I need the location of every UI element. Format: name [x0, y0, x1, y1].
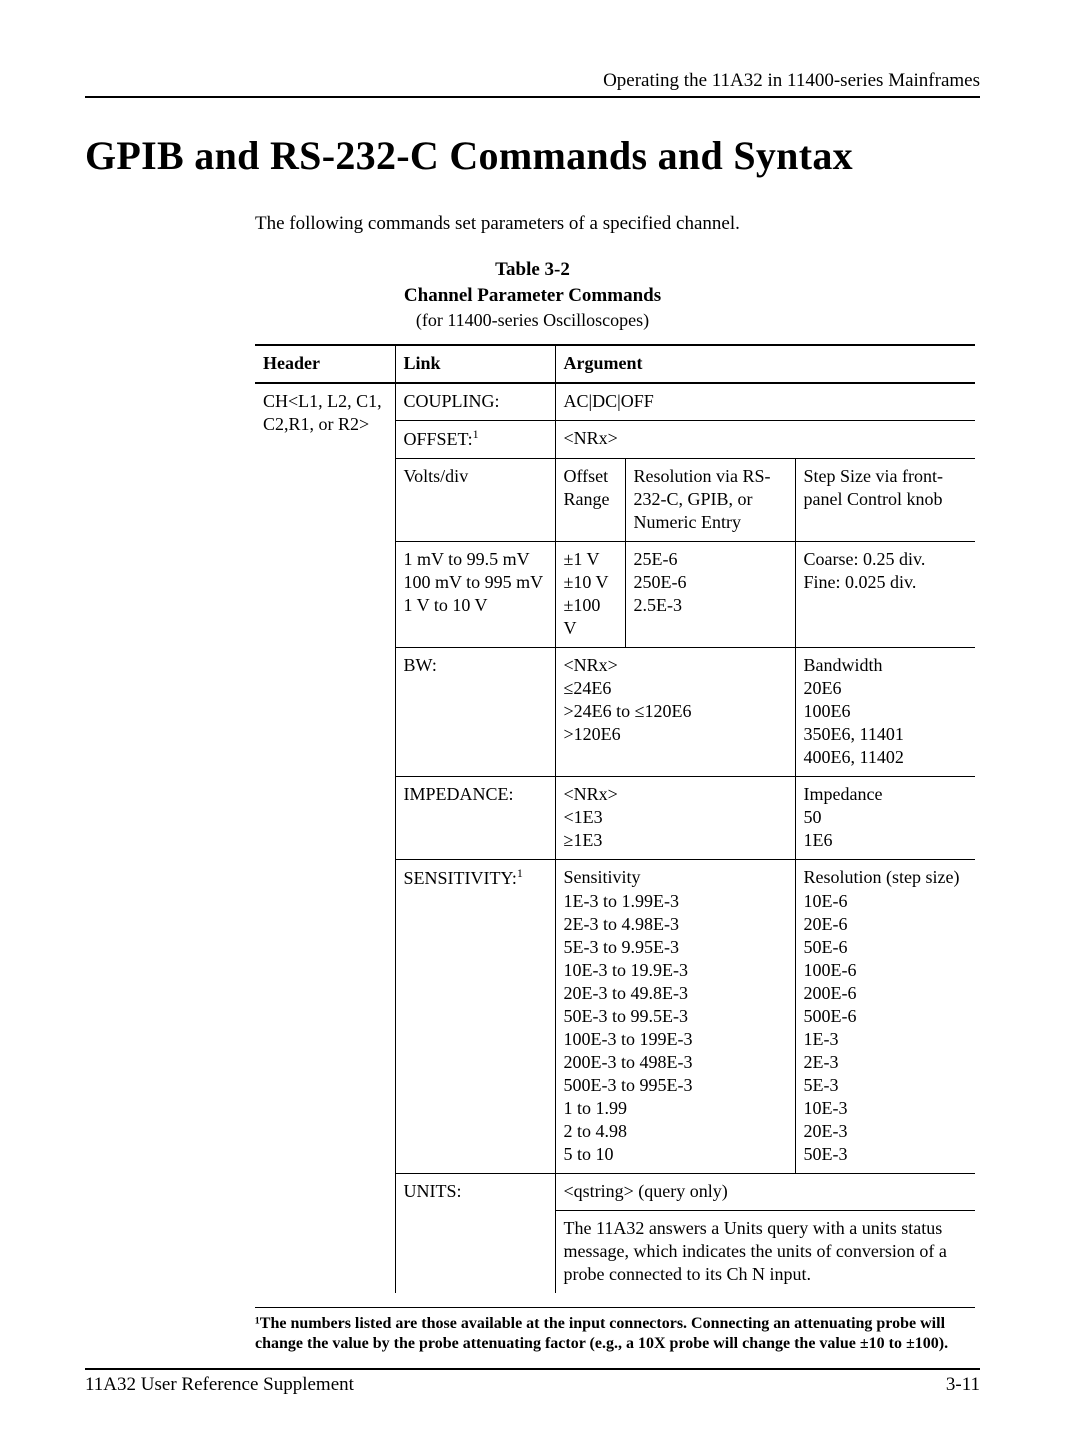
section-title: GPIB and RS-232-C Commands and Syntax: [85, 132, 980, 179]
running-head: Operating the 11A32 in 11400-series Main…: [85, 70, 980, 98]
footnote-marker: 1: [473, 427, 479, 441]
link-sens-text: SENSITIVITY:: [404, 868, 517, 888]
imp-right-head: Impedance: [804, 784, 883, 804]
commands-table: Header Link Argument CH<L1, L2, C1, C2,R…: [255, 344, 975, 1293]
subdata-stepsize: Coarse: 0.25 div. Fine: 0.025 div.: [795, 542, 975, 648]
imp-right-body: 50 1E6: [804, 807, 833, 850]
link-coupling: COUPLING:: [395, 383, 555, 421]
bw-left: <NRx> ≤24E6 >24E6 to ≤120E6 >120E6: [555, 648, 795, 777]
col-argument: Argument: [555, 345, 975, 383]
subhead-voltsdiv: Volts/div: [395, 459, 555, 542]
sens-right-body: 10E-6 20E-6 50E-6 100E-6 200E-6 500E-6 1…: [804, 891, 857, 1164]
subhead-stepsize: Step Size via front-panel Control knob: [795, 459, 975, 542]
footnote-marker-2: 1: [517, 866, 523, 880]
imp-left: <NRx> <1E3 ≥1E3: [555, 777, 795, 860]
sens-right: Resolution (step size) 10E-6 20E-6 50E-6…: [795, 860, 975, 1173]
subhead-resolution: Resolution via RS-232-C, GPIB, or Numeri…: [625, 459, 795, 542]
footnote: ¹The numbers listed are those available …: [255, 1307, 975, 1354]
table-title: Channel Parameter Commands: [404, 285, 661, 306]
sens-left-body: 1E-3 to 1.99E-3 2E-3 to 4.98E-3 5E-3 to …: [564, 891, 693, 1164]
table-header-row: Header Link Argument: [255, 345, 975, 383]
link-sensitivity: SENSITIVITY:1: [395, 860, 555, 1173]
col-header: Header: [255, 345, 395, 383]
subdata-resolution: 25E-6 250E-6 2.5E-3: [625, 542, 795, 648]
sens-left: Sensitivity 1E-3 to 1.99E-3 2E-3 to 4.98…: [555, 860, 795, 1173]
subhead-offset-range: Offset Range: [555, 459, 625, 542]
bw-right: Bandwidth 20E6 100E6 350E6, 11401 400E6,…: [795, 648, 975, 777]
units-arg1: <qstring> (query only): [555, 1173, 975, 1210]
sens-right-head: Resolution (step size): [804, 867, 960, 887]
footer-right: 3-11: [946, 1374, 980, 1396]
units-arg2: The 11A32 answers a Units query with a u…: [555, 1210, 975, 1293]
link-impedance: IMPEDANCE:: [395, 777, 555, 860]
link-units: UNITS:: [395, 1173, 555, 1293]
sens-left-head: Sensitivity: [564, 867, 641, 887]
bw-right-head: Bandwidth: [804, 655, 883, 675]
header-cell: CH<L1, L2, C1, C2,R1, or R2>: [255, 383, 395, 1293]
link-offset: OFFSET:1: [395, 420, 555, 458]
page-footer: 11A32 User Reference Supplement 3-11: [85, 1368, 980, 1396]
link-bw: BW:: [395, 648, 555, 777]
subdata-voltsdiv: 1 mV to 99.5 mV 100 mV to 995 mV 1 V to …: [395, 542, 555, 648]
table-subtitle: (for 11400-series Oscilloscopes): [416, 310, 649, 330]
bw-right-body: 20E6 100E6 350E6, 11401 400E6, 11402: [804, 678, 904, 767]
row-coupling: CH<L1, L2, C1, C2,R1, or R2> COUPLING: A…: [255, 383, 975, 421]
subdata-offset-range: ±1 V ±10 V ±100 V: [555, 542, 625, 648]
link-offset-text: OFFSET:: [404, 429, 473, 449]
intro-paragraph: The following commands set parameters of…: [255, 213, 980, 235]
arg-offset: <NRx>: [555, 420, 975, 458]
col-link: Link: [395, 345, 555, 383]
arg-coupling: AC|DC|OFF: [555, 383, 975, 421]
table-caption: Table 3-2 Channel Parameter Commands (fo…: [85, 257, 980, 334]
table-number: Table 3-2: [495, 259, 570, 280]
page: Operating the 11A32 in 11400-series Main…: [0, 0, 1080, 1436]
imp-right: Impedance 50 1E6: [795, 777, 975, 860]
footer-left: 11A32 User Reference Supplement: [85, 1374, 354, 1396]
